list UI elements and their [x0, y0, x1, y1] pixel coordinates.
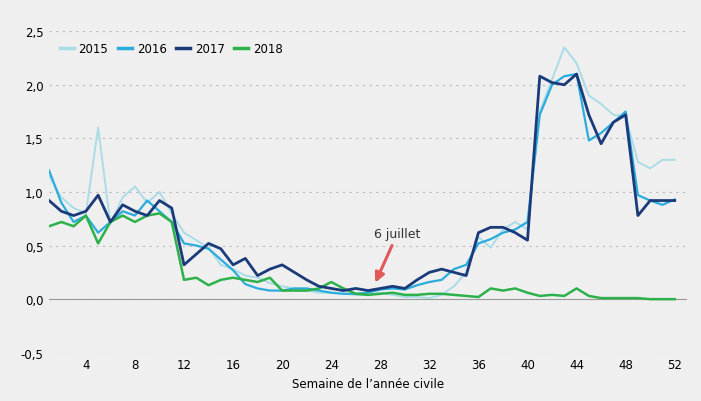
- Line: 2016: 2016: [49, 75, 674, 294]
- 2017: [45, 198, 53, 203]
- 2016: [670, 198, 679, 203]
- 2016: [437, 278, 446, 283]
- 2016: [339, 292, 348, 296]
- 2017: [437, 267, 446, 272]
- Line: 2017: 2017: [49, 75, 674, 291]
- Text: 6 juillet: 6 juillet: [374, 228, 421, 280]
- 2017: [339, 288, 348, 293]
- Legend: 2015, 2016, 2017, 2018: 2015, 2016, 2017, 2018: [55, 38, 287, 61]
- 2015: [670, 158, 679, 163]
- 2018: [462, 294, 470, 299]
- 2015: [560, 46, 569, 51]
- 2017: [266, 267, 274, 272]
- 2017: [351, 286, 360, 291]
- 2018: [94, 241, 102, 246]
- 2018: [388, 291, 397, 296]
- X-axis label: Semaine de l’année civile: Semaine de l’année civile: [292, 377, 444, 390]
- 2018: [45, 224, 53, 229]
- 2016: [388, 286, 397, 291]
- 2018: [670, 297, 679, 302]
- 2016: [572, 73, 580, 77]
- 2016: [351, 292, 360, 296]
- 2016: [266, 288, 274, 293]
- Line: 2015: 2015: [49, 48, 674, 298]
- 2017: [572, 73, 580, 77]
- Line: 2018: 2018: [49, 214, 674, 300]
- 2015: [437, 293, 446, 298]
- 2017: [462, 273, 470, 278]
- 2015: [425, 296, 433, 301]
- 2016: [45, 169, 53, 174]
- 2017: [94, 193, 102, 198]
- 2018: [351, 292, 360, 296]
- 2018: [156, 211, 164, 216]
- 2015: [462, 270, 470, 275]
- 2015: [266, 281, 274, 286]
- 2016: [94, 231, 102, 235]
- 2016: [462, 263, 470, 267]
- 2018: [437, 292, 446, 296]
- 2015: [376, 291, 385, 296]
- 2015: [45, 174, 53, 179]
- 2017: [388, 284, 397, 289]
- 2017: [670, 198, 679, 203]
- 2015: [339, 292, 348, 296]
- 2018: [278, 288, 287, 293]
- 2015: [94, 126, 102, 131]
- 2018: [646, 297, 655, 302]
